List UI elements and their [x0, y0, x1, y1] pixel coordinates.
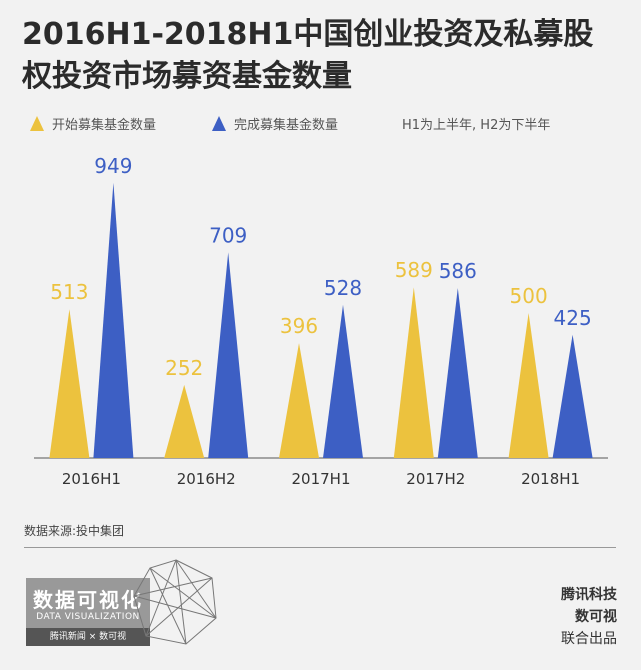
complete-funding-triangle — [93, 182, 134, 458]
data-source: 数据来源:投中集团 — [24, 524, 125, 538]
network-graphic-icon — [133, 559, 217, 645]
logo-partner-bar: 腾讯新闻 × 数可视 — [26, 628, 150, 646]
category-label: 2017H2 — [406, 470, 465, 488]
start-funding-triangle — [164, 384, 205, 458]
category-label: 2016H1 — [62, 470, 121, 488]
legend-item-complete: 完成募集基金数量 — [212, 114, 338, 133]
start-funding-triangle — [49, 309, 90, 458]
complete-value-label: 709 — [209, 223, 247, 247]
chart-title: 2016H1-2018H1中国创业投资及私募股权投资市场募资基金数量 — [22, 17, 594, 94]
start-value-label: 252 — [165, 356, 203, 380]
category-label: 2018H1 — [521, 470, 580, 488]
category-label: 2017H1 — [292, 470, 351, 488]
legend-item-start: 开始募集基金数量 — [30, 114, 156, 133]
complete-value-label: 586 — [439, 259, 477, 283]
credit-line-2: 数可视 — [575, 609, 617, 625]
logo-cn-text: 数据可视化 — [33, 588, 143, 612]
start-value-label: 513 — [50, 280, 88, 304]
yellow-triangle-icon — [30, 116, 44, 131]
complete-value-label: 949 — [94, 154, 132, 178]
credits: 腾讯科技 数可视 联合出品 — [561, 584, 617, 650]
credit-line-1: 腾讯科技 — [561, 587, 617, 603]
complete-funding-triangle — [208, 252, 249, 458]
category-label: 2016H2 — [177, 470, 236, 488]
start-value-label: 396 — [280, 314, 318, 338]
complete-value-label: 528 — [324, 276, 362, 300]
start-funding-triangle — [508, 313, 549, 458]
legend: 开始募集基金数量 完成募集基金数量 H1为上半年, H2为下半年 — [22, 114, 622, 136]
start-funding-triangle — [279, 343, 319, 458]
legend-label-start: 开始募集基金数量 — [52, 118, 157, 133]
complete-funding-triangle — [437, 288, 478, 458]
start-value-label: 589 — [395, 258, 433, 282]
blue-triangle-icon — [212, 116, 226, 131]
complete-value-label: 425 — [554, 306, 592, 330]
divider — [24, 547, 616, 548]
logo-en-text: DATA VISUALIZATION — [36, 612, 140, 622]
complete-funding-triangle — [323, 304, 363, 458]
complete-funding-triangle — [552, 334, 593, 458]
legend-note: H1为上半年, H2为下半年 — [402, 118, 551, 133]
legend-label-complete: 完成募集基金数量 — [234, 118, 339, 133]
start-value-label: 500 — [510, 284, 548, 308]
data-visualization-logo: 数据可视化 DATA VISUALIZATION 腾讯新闻 × 数可视 — [26, 578, 150, 646]
credit-line-3: 联合出品 — [561, 631, 617, 647]
start-funding-triangle — [393, 287, 434, 458]
